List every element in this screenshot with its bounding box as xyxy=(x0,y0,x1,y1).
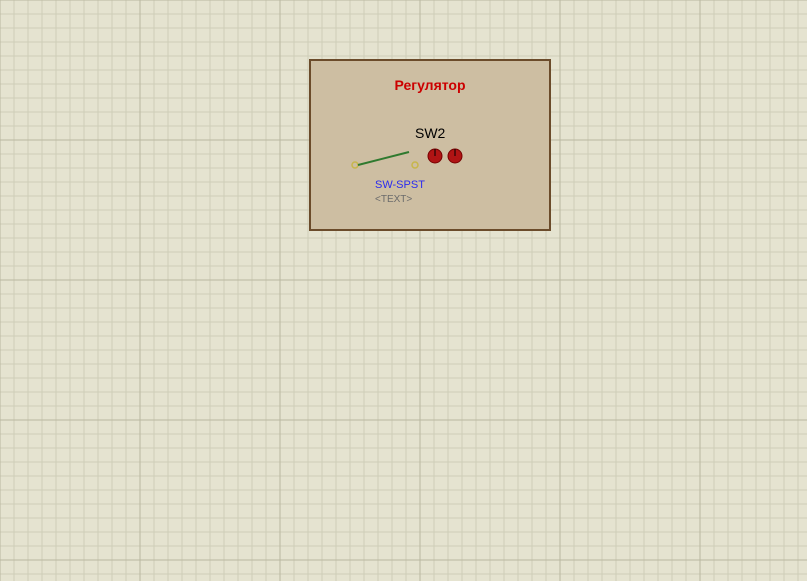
schematic-canvas: Регулятор SW2 SW-SPST <TEXT> xyxy=(0,0,807,581)
sw2-placeholder: <TEXT> xyxy=(375,194,412,205)
regulator-title: Регулятор xyxy=(394,77,465,93)
sw2-type: SW-SPST xyxy=(375,179,425,191)
sw2-label: SW2 xyxy=(415,125,446,141)
